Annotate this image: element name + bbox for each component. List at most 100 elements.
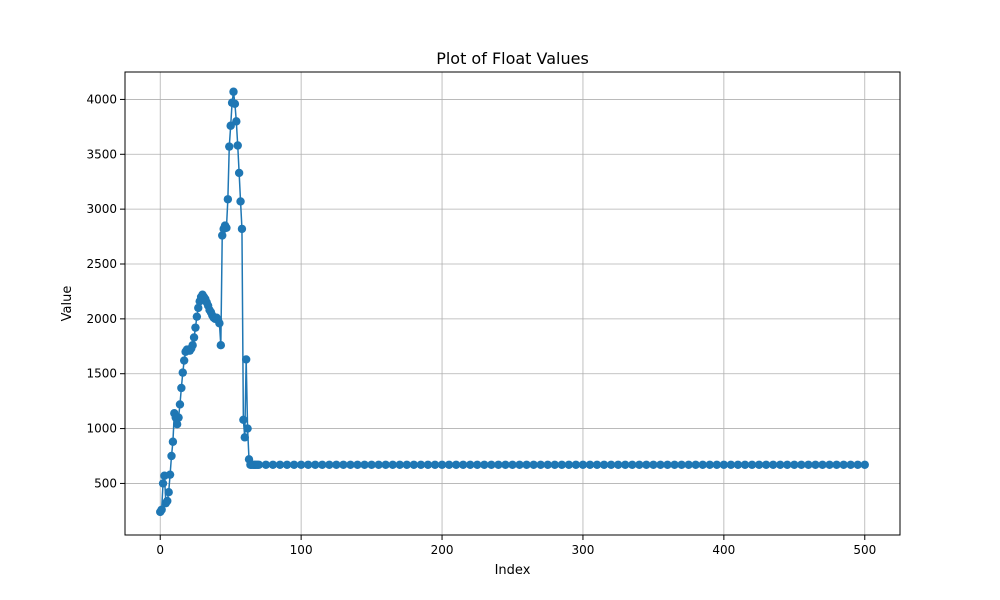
data-point [656,460,665,469]
data-point [339,460,348,469]
data-point [174,413,183,422]
data-point [444,460,454,469]
data-point [194,303,203,313]
data-point [860,460,869,469]
data-point [332,460,341,469]
data-point [705,460,714,469]
data-point [592,460,602,469]
data-point [261,460,271,469]
data-point [172,419,182,429]
data-point [691,460,700,469]
data-point [388,460,397,469]
data-point [564,460,574,469]
y-axis-label: Value [60,286,75,322]
data-point [536,460,545,469]
data-point [164,488,173,497]
data-point [684,460,693,469]
data-point [318,460,327,469]
data-point [416,460,426,469]
data-point [192,312,202,321]
data-point [430,460,440,469]
data-point [621,460,630,469]
data-point [790,460,799,469]
series-0 [156,87,869,517]
data-point [451,460,461,469]
data-point [374,460,383,469]
series-layer [156,87,869,517]
y-tick-label: 3500 [86,147,117,161]
data-point [578,460,588,469]
data-point [216,340,226,350]
data-point [222,223,231,232]
data-point [275,460,285,469]
data-point [712,460,722,469]
x-tick-label: 500 [853,543,876,557]
data-point [381,460,390,469]
data-point [804,460,813,469]
data-point [177,383,186,393]
data-point [846,460,855,469]
data-point [395,460,404,469]
data-point [550,460,559,469]
data-point [501,460,510,469]
x-tick-label: 400 [712,543,735,557]
data-point [188,340,197,350]
data-point [230,99,240,109]
data-point [218,231,227,240]
data-point [839,460,848,469]
data-point [268,460,278,469]
data-point [402,460,412,469]
data-point [163,496,172,506]
data-point [818,460,827,469]
data-point [480,460,489,469]
data-point [226,121,235,130]
data-point [811,460,820,469]
data-point [191,323,200,332]
data-point [529,460,538,469]
data-point [663,460,672,469]
data-point [628,460,637,469]
data-point [409,460,419,469]
data-point [606,460,616,469]
data-point [165,470,175,479]
data-point [346,460,355,469]
data-point [240,433,249,442]
data-point [719,460,729,469]
data-point [797,460,806,469]
y-tick-label: 1000 [86,422,117,436]
data-point [487,460,496,469]
data-point [303,460,313,469]
data-point [189,333,199,342]
chart-title: Plot of Float Values [436,49,589,68]
data-point [234,168,244,178]
data-point [670,460,679,469]
data-point [599,460,609,469]
x-axis-label: Index [495,563,531,578]
data-point [458,460,468,469]
data-point [585,460,595,469]
data-point [571,460,581,469]
y-tick-label: 1500 [86,367,117,381]
data-point [733,460,743,469]
y-tick-label: 4000 [86,92,117,106]
data-point [677,460,686,469]
x-tick-label: 300 [572,543,595,557]
data-point [761,460,771,469]
data-point [726,460,736,469]
data-point [223,195,233,204]
data-point [853,460,862,469]
data-point [423,460,433,469]
data-point [311,460,320,469]
data-point [768,460,778,469]
data-point [515,460,524,469]
data-point [508,460,517,469]
data-point [325,460,334,469]
y-tick-label: 2000 [86,312,117,326]
x-tick-label: 0 [156,543,164,557]
data-point [367,460,376,469]
data-point [243,424,252,433]
data-point [776,460,785,469]
ticks: 0 100 200 300 400 500 500 1000 1500 2000 2500 3000 3… [86,92,876,557]
